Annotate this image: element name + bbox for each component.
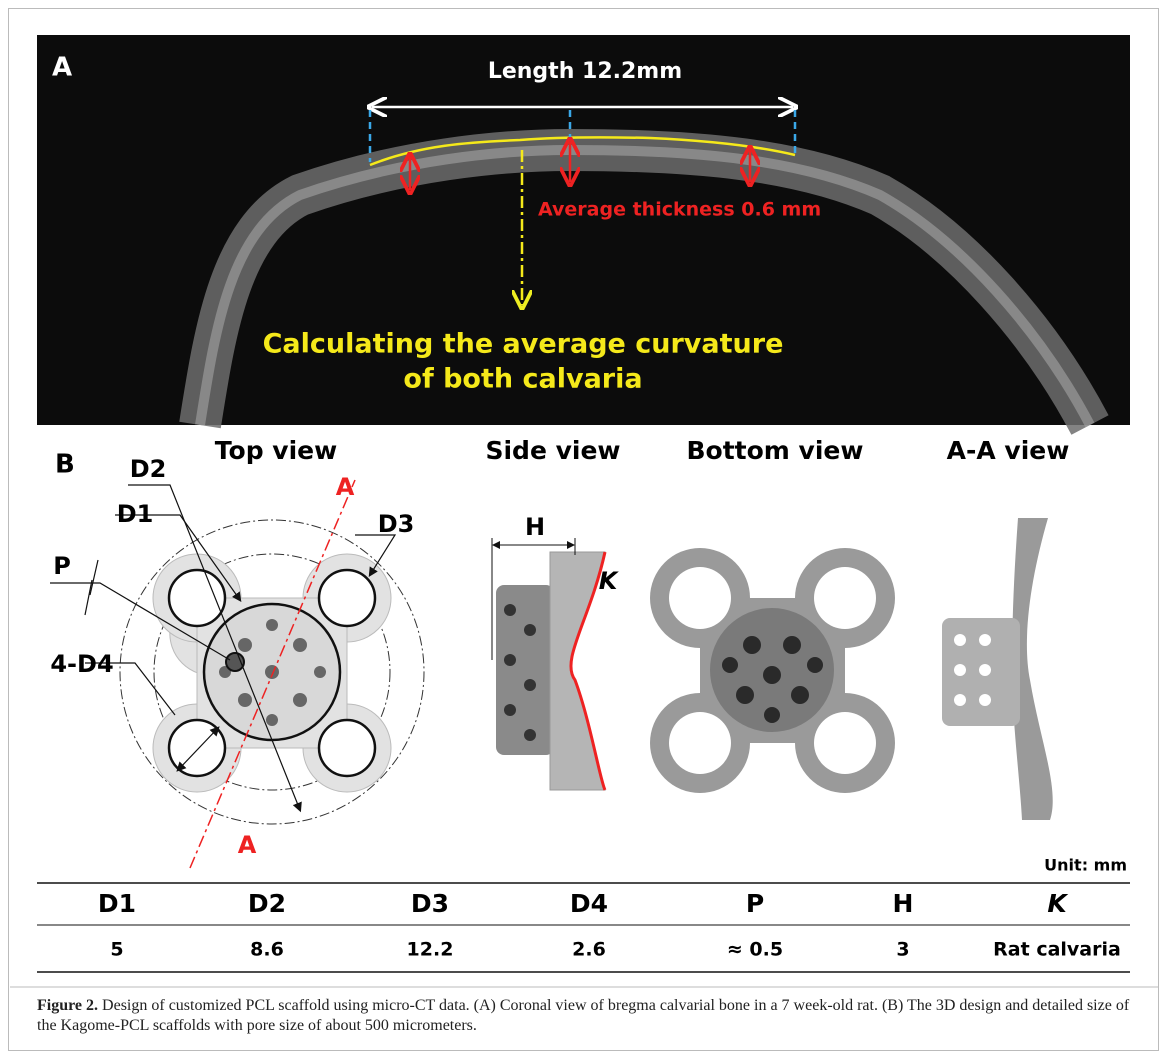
table-cell: 3 bbox=[896, 939, 909, 961]
section-label: A bbox=[336, 473, 355, 501]
dimension-label: P bbox=[53, 552, 71, 580]
view-title: Top view bbox=[215, 436, 337, 465]
table-header: K bbox=[1047, 889, 1068, 918]
panel-label: A bbox=[52, 53, 72, 83]
dimension-label: K bbox=[599, 567, 620, 595]
caption-label: Figure 2. bbox=[37, 997, 98, 1014]
table-cell: 5 bbox=[110, 939, 123, 961]
dimension-label: D3 bbox=[378, 510, 415, 538]
side-view bbox=[492, 538, 605, 790]
dimension-label: D1 bbox=[117, 500, 154, 528]
table-header: D1 bbox=[98, 889, 136, 918]
table-cell: ≈ 0.5 bbox=[727, 939, 783, 961]
unit-label: Unit: mm bbox=[1044, 856, 1127, 875]
table-cell: 2.6 bbox=[572, 939, 606, 961]
table-header: D2 bbox=[248, 889, 286, 918]
dimension-label: H bbox=[525, 513, 545, 541]
table-header: P bbox=[746, 889, 764, 918]
table-header: D4 bbox=[570, 889, 608, 918]
table-cell: 8.6 bbox=[250, 939, 284, 961]
caption-text: Design of customized PCL scaffold using … bbox=[37, 997, 1129, 1034]
table-cell: 12.2 bbox=[407, 939, 454, 961]
view-title: Side view bbox=[485, 436, 620, 465]
caption: Figure 2. Design of customized PCL scaff… bbox=[37, 996, 1137, 1036]
section-label: A bbox=[238, 831, 257, 859]
table-header: D3 bbox=[411, 889, 449, 918]
length-label: Length 12.2mm bbox=[488, 59, 682, 84]
dimension-label: D2 bbox=[130, 455, 167, 483]
aa-view bbox=[942, 518, 1053, 820]
dimension-label: 4-D4 bbox=[50, 650, 113, 678]
panel-label: B bbox=[55, 450, 75, 480]
bottom-view bbox=[650, 548, 895, 793]
curvature-label: of both calvaria bbox=[403, 364, 642, 395]
view-title: A-A view bbox=[947, 436, 1070, 465]
page: A Length 12.2mm Average thickness 0.6 mm… bbox=[0, 0, 1169, 1061]
table-header: H bbox=[893, 889, 914, 918]
table-cell: Rat calvaria bbox=[993, 939, 1121, 961]
view-title: Bottom view bbox=[687, 436, 864, 465]
figure: A Length 12.2mm Average thickness 0.6 mm… bbox=[0, 0, 1169, 1061]
thickness-label: Average thickness 0.6 mm bbox=[538, 199, 821, 221]
curvature-label: Calculating the average curvature bbox=[263, 329, 784, 360]
